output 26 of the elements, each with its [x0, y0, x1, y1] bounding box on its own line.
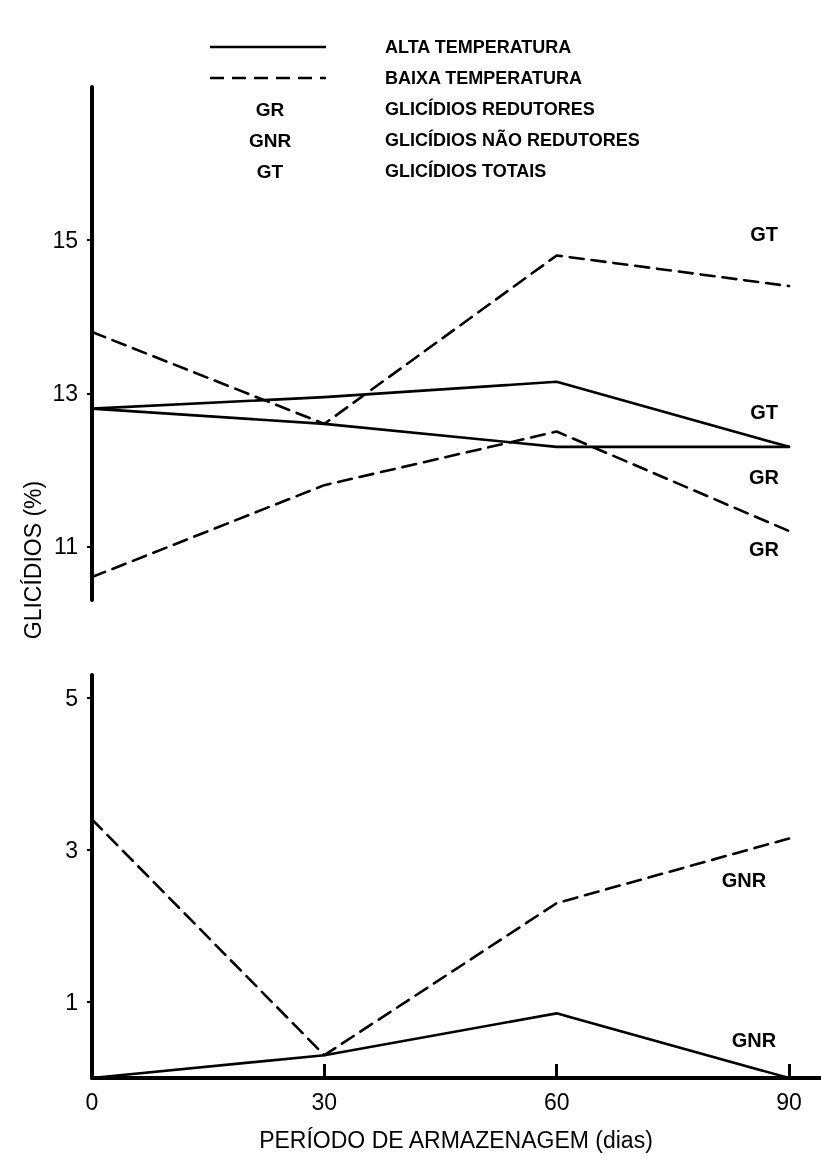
annotation: GLICÍDIOS NÃO REDUTORES	[385, 129, 640, 150]
annotation: GLICÍDIOS REDUTORES	[385, 98, 595, 119]
x-tick-label: 30	[311, 1088, 338, 1115]
y-tick-label: 1	[65, 988, 78, 1015]
x-tick-label: 0	[85, 1088, 99, 1115]
text: ALTA TEMPERATURA	[385, 37, 572, 57]
x-tick-label: 60	[543, 1088, 570, 1115]
series-label: GT	[750, 400, 778, 423]
series-label: GR	[749, 538, 780, 561]
annotation: GNR	[248, 129, 292, 151]
x-tick-label: 90	[776, 1088, 802, 1115]
annotation: GT	[256, 160, 284, 182]
x-axis-title: PERÍODO DE ARMAZENAGEM (dias)	[259, 1126, 653, 1153]
series-label: GNR	[731, 1029, 777, 1051]
y-axis-title: GLICÍDIOS (%)	[20, 480, 46, 640]
y-tick-label: 13	[52, 380, 78, 407]
y-tick-label: 3	[65, 836, 78, 863]
series-label: GNR	[721, 869, 767, 892]
annotation: BAIXA TEMPERATURA	[385, 68, 582, 88]
annotation: GR	[255, 98, 285, 120]
y-tick-label: 5	[65, 684, 78, 711]
annotation: GLICÍDIOS TOTAIS	[385, 160, 547, 181]
series-label: GR	[749, 465, 780, 488]
y-tick-label: 15	[52, 227, 78, 254]
series-label: GT	[750, 223, 778, 246]
y-tick-label: 11	[54, 533, 78, 560]
